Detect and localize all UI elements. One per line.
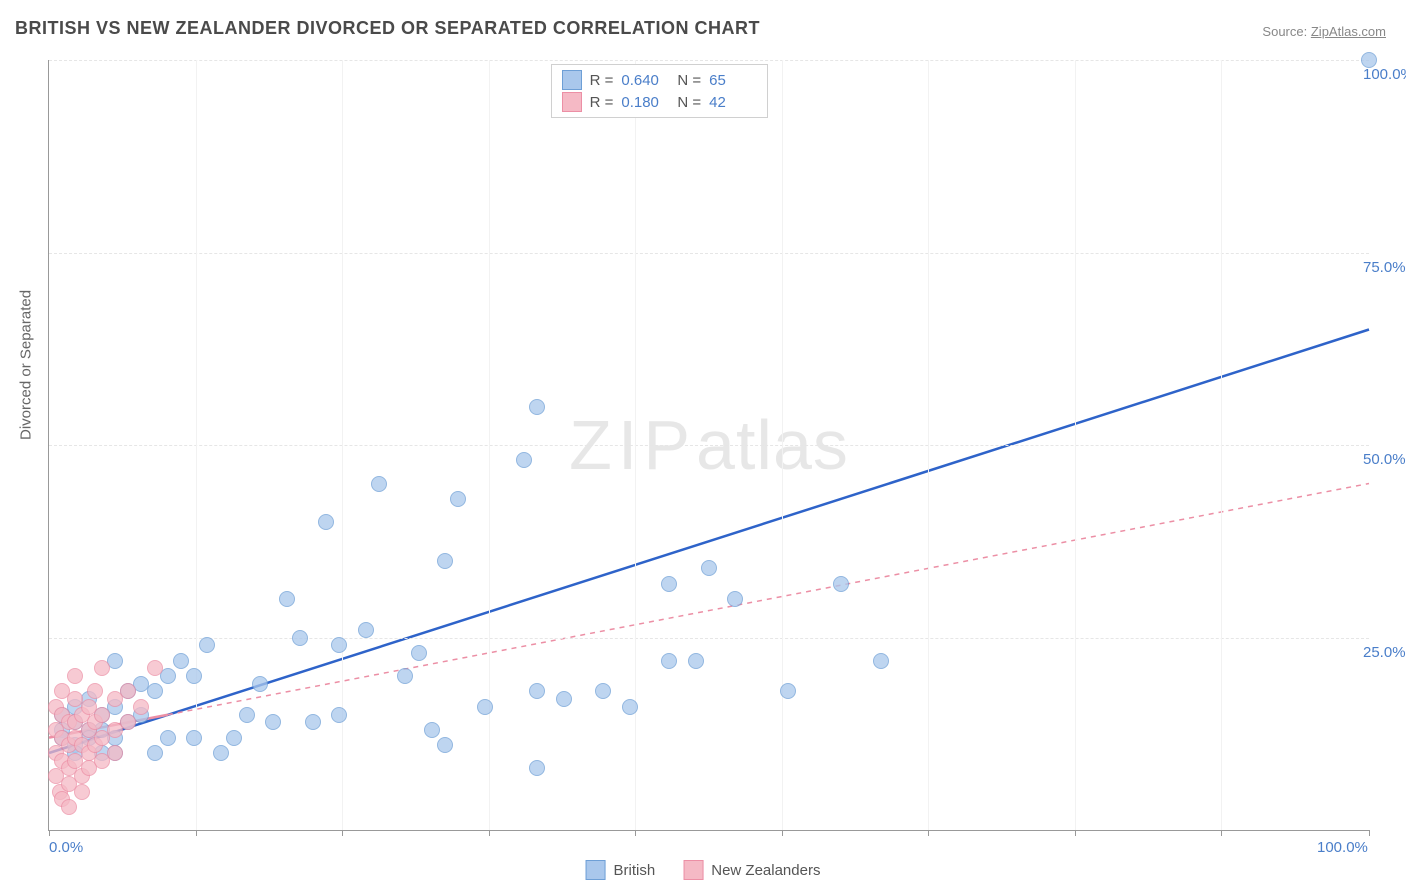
data-point <box>226 730 242 746</box>
data-point <box>305 714 321 730</box>
data-point <box>516 452 532 468</box>
data-point <box>147 745 163 761</box>
data-point <box>331 707 347 723</box>
data-point <box>94 707 110 723</box>
y-tick-label: 100.0% <box>1363 66 1406 83</box>
data-point <box>397 668 413 684</box>
data-point <box>265 714 281 730</box>
data-point <box>331 637 347 653</box>
data-point <box>61 799 77 815</box>
data-point <box>279 591 295 607</box>
y-tick-label: 25.0% <box>1363 644 1406 661</box>
x-tick-label: 0.0% <box>49 839 83 856</box>
data-point <box>120 714 136 730</box>
correlation-legend: R = 0.640N = 65R = 0.180N = 42 <box>551 64 769 118</box>
gridline-h <box>49 638 1369 639</box>
data-point <box>318 514 334 530</box>
data-point <box>833 576 849 592</box>
source-attribution: Source: ZipAtlas.com <box>1262 24 1386 39</box>
data-point <box>450 491 466 507</box>
data-point <box>358 622 374 638</box>
data-point <box>437 553 453 569</box>
scatter-plot: ZIPatlas R = 0.640N = 65R = 0.180N = 42 … <box>48 60 1369 831</box>
data-point <box>87 683 103 699</box>
data-point <box>1361 52 1377 68</box>
legend-item: British <box>586 860 656 880</box>
data-point <box>437 737 453 753</box>
data-point <box>133 699 149 715</box>
data-point <box>74 784 90 800</box>
data-point <box>701 560 717 576</box>
data-point <box>371 476 387 492</box>
data-point <box>186 730 202 746</box>
y-tick-label: 50.0% <box>1363 451 1406 468</box>
chart-title: BRITISH VS NEW ZEALANDER DIVORCED OR SEP… <box>15 18 760 39</box>
data-point <box>688 653 704 669</box>
data-point <box>147 660 163 676</box>
series-legend: British New Zealanders <box>586 860 821 880</box>
data-point <box>661 576 677 592</box>
gridline-h <box>49 253 1369 254</box>
data-point <box>529 399 545 415</box>
data-point <box>213 745 229 761</box>
y-axis-label: Divorced or Separated <box>18 290 35 440</box>
data-point <box>186 668 202 684</box>
data-point <box>661 653 677 669</box>
legend-row: R = 0.180N = 42 <box>562 91 758 113</box>
data-point <box>873 653 889 669</box>
data-point <box>411 645 427 661</box>
data-point <box>595 683 611 699</box>
data-point <box>107 745 123 761</box>
data-point <box>160 730 176 746</box>
data-point <box>67 668 83 684</box>
legend-row: R = 0.640N = 65 <box>562 69 758 91</box>
data-point <box>556 691 572 707</box>
x-tick-label: 100.0% <box>1317 839 1368 856</box>
legend-item: New Zealanders <box>683 860 820 880</box>
gridline-h <box>49 445 1369 446</box>
data-point <box>173 653 189 669</box>
data-point <box>252 676 268 692</box>
data-point <box>292 630 308 646</box>
data-point <box>622 699 638 715</box>
data-point <box>780 683 796 699</box>
data-point <box>199 637 215 653</box>
gridline-h <box>49 60 1369 61</box>
data-point <box>727 591 743 607</box>
data-point <box>477 699 493 715</box>
y-tick-label: 75.0% <box>1363 259 1406 276</box>
data-point <box>529 760 545 776</box>
data-point <box>424 722 440 738</box>
data-point <box>120 683 136 699</box>
data-point <box>529 683 545 699</box>
data-point <box>239 707 255 723</box>
data-point <box>94 660 110 676</box>
